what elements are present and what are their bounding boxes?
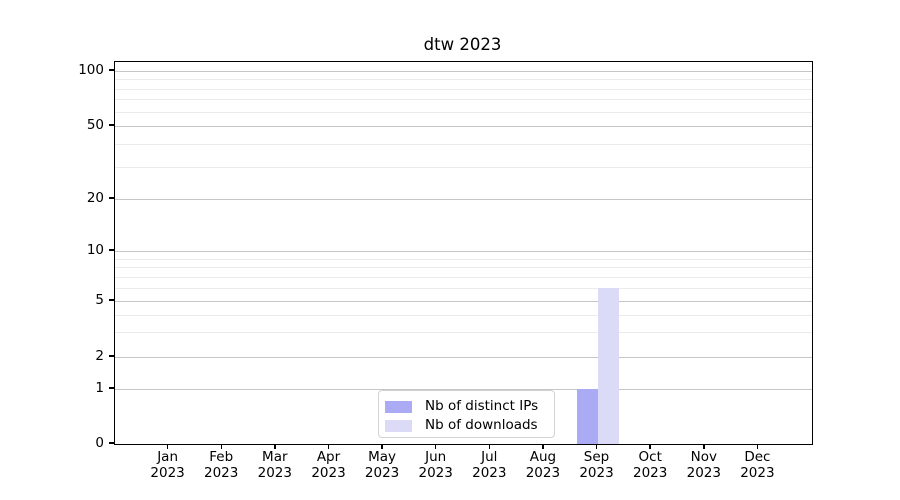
x-tick-mark-sep <box>595 444 598 449</box>
y-tick-label-10: 10 <box>86 242 104 258</box>
gridline-minor-60 <box>115 111 812 113</box>
x-tick-label-oct: Oct 2023 <box>633 449 668 481</box>
legend-swatch-downloads <box>385 419 412 432</box>
x-tick-mark-apr <box>327 444 330 449</box>
x-tick-mark-nov <box>703 444 705 449</box>
gridline-minor-40 <box>115 143 812 145</box>
x-tick-label-sep: Sep 2023 <box>579 449 614 481</box>
x-tick-mark-feb <box>220 444 222 449</box>
x-tick-mark-jun <box>434 444 437 449</box>
y-tick-label-5: 5 <box>95 292 104 308</box>
gridline-minor-4 <box>115 314 812 316</box>
x-tick-label-dec: Dec 2023 <box>740 449 775 481</box>
y-tick-label-100: 100 <box>78 62 104 78</box>
y-tick-mark-5 <box>109 299 114 301</box>
x-tick-mark-may <box>381 444 383 449</box>
legend-swatch-distinct-ips <box>385 400 412 413</box>
gridline-major-20 <box>115 199 812 200</box>
gridline-minor-30 <box>115 166 812 168</box>
y-tick-mark-0 <box>109 442 114 444</box>
x-tick-label-jul: Jul 2023 <box>472 449 507 481</box>
x-tick-label-nov: Nov 2023 <box>686 449 721 481</box>
x-tick-label-apr: Apr 2023 <box>311 449 346 481</box>
y-tick-label-2: 2 <box>95 348 104 364</box>
chart-title: dtw 2023 <box>423 35 502 54</box>
x-tick-label-may: May 2023 <box>364 449 400 481</box>
x-tick-label-aug: Aug 2023 <box>525 449 561 481</box>
gridline-major-5 <box>115 301 812 302</box>
gridline-major-50 <box>115 126 812 127</box>
x-tick-mark-mar <box>274 444 276 449</box>
x-tick-label-mar: Mar 2023 <box>257 449 292 481</box>
gridline-minor-6 <box>115 287 812 289</box>
x-tick-mark-aug <box>542 444 544 449</box>
plot-area: Nb of distinct IPs Nb of downloads <box>114 61 813 445</box>
gridline-minor-3 <box>115 332 812 334</box>
x-tick-label-jan: Jan 2023 <box>150 449 185 481</box>
y-tick-label-1: 1 <box>95 380 104 396</box>
x-tick-label-jun: Jun 2023 <box>418 449 453 481</box>
x-tick-mark-oct <box>649 444 651 449</box>
y-tick-mark-20 <box>109 197 114 199</box>
bar-nb-of-downloads <box>597 287 619 444</box>
gridline-minor-80 <box>115 88 812 90</box>
y-tick-label-0: 0 <box>95 435 104 451</box>
gridline-major-1 <box>115 389 812 390</box>
gridline-minor-7 <box>115 276 812 278</box>
y-tick-mark-10 <box>109 249 114 251</box>
gridline-minor-9 <box>115 258 812 260</box>
gridline-major-2 <box>115 357 812 358</box>
y-tick-mark-50 <box>109 124 114 126</box>
gridline-major-100 <box>115 71 812 72</box>
gridline-minor-70 <box>115 99 812 101</box>
y-tick-mark-1 <box>109 387 114 389</box>
legend-label-distinct-ips: Nb of distinct IPs <box>425 398 539 414</box>
gridline-minor-90 <box>115 79 812 81</box>
x-tick-mark-jul <box>488 444 491 449</box>
legend-entry-distinct-ips: Nb of distinct IPs <box>385 399 548 414</box>
x-tick-mark-dec <box>756 444 759 449</box>
gridline-major-10 <box>115 251 812 252</box>
y-tick-label-20: 20 <box>86 190 104 206</box>
x-tick-mark-jan <box>166 444 169 449</box>
y-tick-mark-100 <box>109 69 114 71</box>
gridline-minor-8 <box>115 267 812 269</box>
y-tick-mark-2 <box>109 355 114 357</box>
legend-label-downloads: Nb of downloads <box>425 417 538 433</box>
x-tick-label-feb: Feb 2023 <box>204 449 239 481</box>
y-tick-label-50: 50 <box>86 117 104 133</box>
legend-entry-downloads: Nb of downloads <box>385 418 548 433</box>
bar-nb-of-distinct-ips <box>576 389 598 444</box>
legend: Nb of distinct IPs Nb of downloads <box>378 390 555 438</box>
